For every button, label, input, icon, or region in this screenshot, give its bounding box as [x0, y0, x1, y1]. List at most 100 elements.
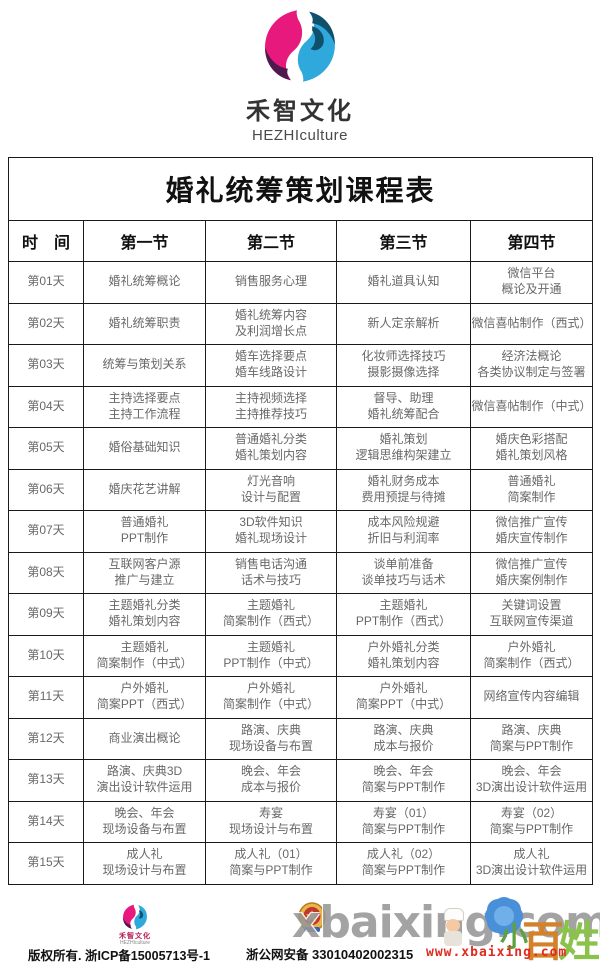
course-cell: 成人礼 3D演出设计软件运用	[470, 842, 593, 885]
course-cell: 主持视频选择 主持推荐技巧	[205, 385, 337, 428]
column-header-2: 第二节	[205, 220, 337, 262]
watermark-char-xing: 姓	[558, 917, 600, 966]
course-cell: 路演、庆典3D 演出设计软件运用	[83, 759, 206, 802]
course-cell: 主题婚礼分类 婚礼策划内容	[83, 593, 206, 636]
day-label: 第15天	[8, 842, 84, 885]
day-label: 第14天	[8, 800, 84, 843]
day-label: 第03天	[8, 344, 84, 387]
table-title: 婚礼统筹策划课程表	[8, 157, 593, 221]
course-cell: 微信推广宣传 婚庆案例制作	[470, 551, 593, 594]
footer-brand-cn: 禾智文化	[119, 933, 151, 940]
day-label: 第04天	[8, 385, 84, 428]
watermark-char-xiao: 小	[500, 920, 529, 953]
table-row: 第02天 婚礼统筹职责 婚礼统筹内容 及利润增长点 新人定亲解析 微信喜帖制作（西式）	[8, 302, 593, 345]
course-cell: 路演、庆典 成本与报价	[336, 717, 471, 760]
course-cell: 晚会、年会 简案与PPT制作	[336, 759, 471, 802]
course-cell: 成人礼 现场设计与布置	[83, 842, 206, 885]
day-label: 第13天	[8, 759, 84, 802]
day-label: 第11天	[8, 676, 84, 719]
day-label: 第05天	[8, 427, 84, 470]
course-cell: 主题婚礼 简案制作（中式）	[83, 634, 206, 677]
day-label: 第02天	[8, 302, 84, 345]
course-cell: 成人礼（02） 简案与PPT制作	[336, 842, 471, 885]
day-label: 第07天	[8, 510, 84, 553]
hezhi-logo-small-icon	[123, 904, 147, 930]
day-label: 第08天	[8, 551, 84, 594]
table-row: 第06天 婚庆花艺讲解 灯光音响 设计与配置 婚礼财务成本 费用预提与待摊 普通婚礼 简案制作	[8, 468, 593, 511]
course-cell: 主题婚礼 简案制作（西式）	[205, 593, 337, 636]
table-row: 第12天 商业演出概论 路演、庆典 现场设备与布置 路演、庆典 成本与报价 路演、庆典 简案与…	[8, 717, 593, 760]
table-row: 第09天 主题婚礼分类 婚礼策划内容 主题婚礼 简案制作（西式） 主题婚礼 PPT制作（西式…	[8, 593, 593, 636]
table-row: 第10天 主题婚礼 简案制作（中式） 主题婚礼 PPT制作（中式） 户外婚礼分类 婚礼策划内…	[8, 634, 593, 677]
footer-brand: 禾智文化 HEZHIculture	[100, 904, 170, 946]
table-row: 第08天 互联网客户源 推广与建立 销售电话沟通 话术与技巧 谈单前准备 谈单技巧与话术 微信…	[8, 551, 593, 594]
table-header-row: 时 间 第一节 第二节 第三节 第四节	[8, 220, 593, 262]
course-cell: 婚礼统筹职责	[83, 302, 206, 345]
course-table: 婚礼统筹策划课程表 时 间 第一节 第二节 第三节 第四节 第01天 婚礼统筹概论…	[8, 157, 593, 885]
table-row: 第13天 路演、庆典3D 演出设计软件运用 晚会、年会 成本与报价 晚会、年会 简案与PPT…	[8, 759, 593, 802]
course-cell: 微信喜帖制作（中式）	[470, 385, 593, 428]
course-cell: 督导、助理 婚礼统筹配合	[336, 385, 471, 428]
column-header-time: 时 间	[8, 220, 84, 262]
brand-name-cn: 禾智文化	[246, 98, 354, 125]
course-cell: 寿宴（01） 简案与PPT制作	[336, 800, 471, 843]
watermark-char-bai: 百	[522, 917, 565, 966]
course-cell: 婚庆花艺讲解	[83, 468, 206, 511]
table-row: 第05天 婚俗基础知识 普通婚礼分类 婚礼策划内容 婚礼策划 逻辑思维构架建立 婚庆色彩搭配…	[8, 427, 593, 470]
column-header-4: 第四节	[470, 220, 593, 262]
rosette-flower-icon	[489, 901, 519, 931]
course-cell: 婚俗基础知识	[83, 427, 206, 470]
column-header-3: 第三节	[336, 220, 471, 262]
course-cell: 销售服务心理	[205, 261, 337, 304]
day-label: 第12天	[8, 717, 84, 760]
course-cell: 经济法概论 各类协议制定与签署	[470, 344, 593, 387]
course-cell: 3D软件知识 婚礼现场设计	[205, 510, 337, 553]
course-cell: 主持选择要点 主持工作流程	[83, 385, 206, 428]
table-row: 第15天 成人礼 现场设计与布置 成人礼（01） 简案与PPT制作 成人礼（02） 简案与P…	[8, 842, 593, 885]
course-table-body: 第01天 婚礼统筹概论 销售服务心理 婚礼道具认知 微信平台 概论及开通 第02天 婚礼统筹职…	[8, 261, 593, 885]
course-cell: 主题婚礼 PPT制作（中式）	[205, 634, 337, 677]
course-cell: 新人定亲解析	[336, 302, 471, 345]
course-cell: 户外婚礼 简案制作（中式）	[205, 676, 337, 719]
brand-header: 禾智文化 HEZHIculture	[0, 0, 600, 144]
table-row: 第07天 普通婚礼 PPT制作 3D软件知识 婚礼现场设计 成本风险规避 折旧与利润率 微信推…	[8, 510, 593, 553]
course-cell: 婚礼道具认知	[336, 261, 471, 304]
course-cell: 普通婚礼 PPT制作	[83, 510, 206, 553]
course-cell: 主题婚礼 PPT制作（西式）	[336, 593, 471, 636]
course-cell: 户外婚礼 简案制作（西式）	[470, 634, 593, 677]
table-row: 第01天 婚礼统筹概论 销售服务心理 婚礼道具认知 微信平台 概论及开通	[8, 261, 593, 304]
course-cell: 网络宣传内容编辑	[470, 676, 593, 719]
course-cell: 普通婚礼 简案制作	[470, 468, 593, 511]
day-label: 第10天	[8, 634, 84, 677]
table-row: 第04天 主持选择要点 主持工作流程 主持视频选择 主持推荐技巧 督导、助理 婚礼统筹配合微…	[8, 385, 593, 428]
course-cell: 婚礼策划 逻辑思维构架建立	[336, 427, 471, 470]
course-cell: 灯光音响 设计与配置	[205, 468, 337, 511]
course-cell: 户外婚礼 简案PPT（西式）	[83, 676, 206, 719]
course-cell: 婚车选择要点 婚车线路设计	[205, 344, 337, 387]
course-cell: 晚会、年会 现场设备与布置	[83, 800, 206, 843]
chef-mascot-icon	[440, 908, 466, 948]
course-cell: 普通婚礼分类 婚礼策划内容	[205, 427, 337, 470]
table-row: 第03天 统筹与策划关系 婚车选择要点 婚车线路设计 化妆师选择技巧 摄影摄像选择 经济法概…	[8, 344, 593, 387]
course-cell: 晚会、年会 3D演出设计软件运用	[470, 759, 593, 802]
course-cell: 商业演出概论	[83, 717, 206, 760]
course-cell: 户外婚礼 简案PPT（中式）	[336, 676, 471, 719]
course-cell: 路演、庆典 现场设备与布置	[205, 717, 337, 760]
security-record-text: 浙公网安备 33010402002315	[246, 944, 413, 963]
course-cell: 谈单前准备 谈单技巧与话术	[336, 551, 471, 594]
course-cell: 微信平台 概论及开通	[470, 261, 593, 304]
watermark-url: www.xbaixing.com	[426, 945, 568, 960]
day-label: 第09天	[8, 593, 84, 636]
course-cell: 关键词设置 互联网宣传渠道	[470, 593, 593, 636]
table-row: 第14天 晚会、年会 现场设备与布置 寿宴 现场设计与布置 寿宴（01） 简案与PPT制作寿…	[8, 800, 593, 843]
course-cell: 统筹与策划关系	[83, 344, 206, 387]
course-cell: 婚庆色彩搭配 婚礼策划风格	[470, 427, 593, 470]
course-cell: 成人礼（01） 简案与PPT制作	[205, 842, 337, 885]
course-cell: 寿宴 现场设计与布置	[205, 800, 337, 843]
hezhi-logo-icon	[265, 10, 335, 82]
column-header-1: 第一节	[83, 220, 206, 262]
footer: 禾智文化 HEZHIculture 版权所有. 浙ICP备15005713号-1…	[0, 900, 600, 972]
course-cell: 婚礼统筹内容 及利润增长点	[205, 302, 337, 345]
course-cell: 晚会、年会 成本与报价	[205, 759, 337, 802]
footer-brand-en: HEZHIculture	[119, 940, 150, 946]
